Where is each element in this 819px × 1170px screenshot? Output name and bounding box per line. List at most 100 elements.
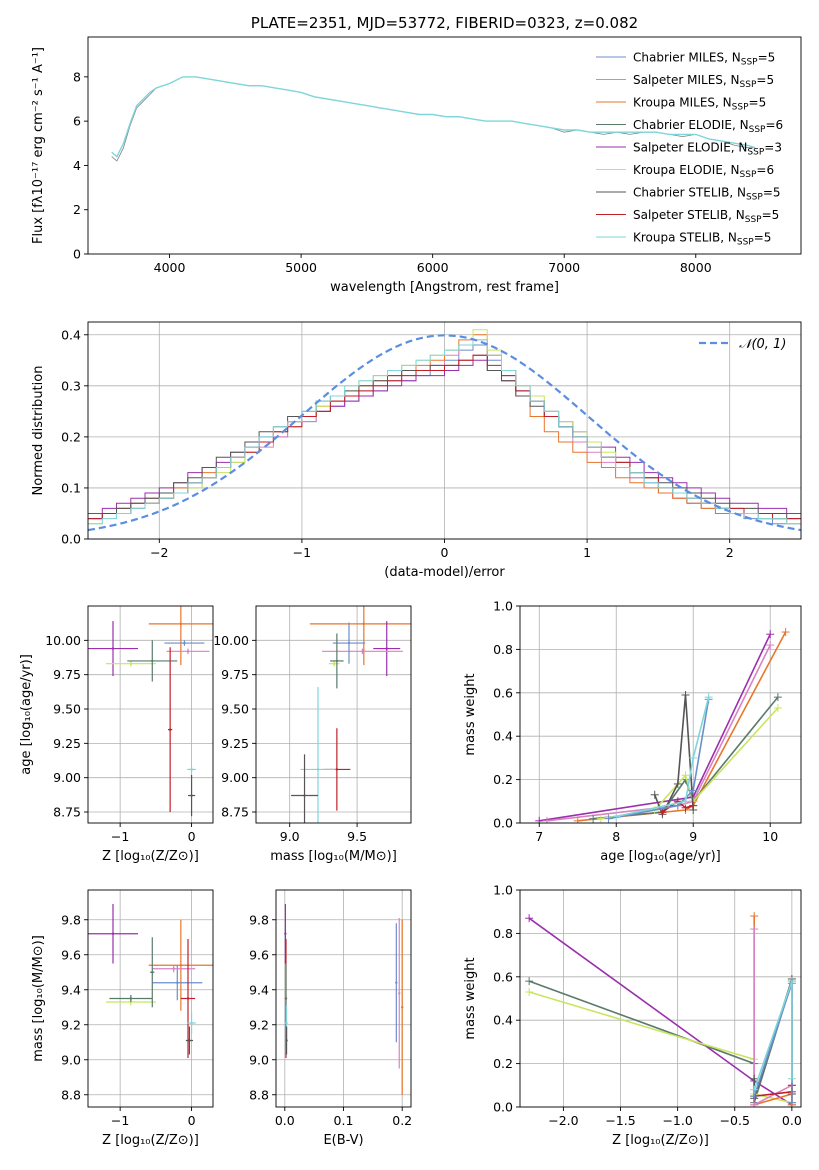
chart-age-vs-Z: −1 0 8.75 9.00 9.25 9.50 9.75 10.00 Z [log₁₀(Z/Z… <box>19 605 214 864</box>
x-tick-label: 2 <box>726 545 734 560</box>
x-tick-label: −1.0 <box>662 1113 692 1128</box>
legend-label: Kroupa MILES, NSSP=5 <box>633 96 766 113</box>
x-tick-label: −1 <box>111 1113 129 1128</box>
x-tick-label: 9.5 <box>347 829 367 844</box>
y-tick-label: 0.2 <box>493 772 513 787</box>
y-tick-label: 9.00 <box>221 770 249 785</box>
y-axis-label: mass weight <box>463 673 478 755</box>
y-axis-label: Flux [fλ10⁻¹⁷ erg cm⁻² s⁻¹ A⁻¹] <box>31 47 46 244</box>
x-tick-label: 9 <box>689 829 697 844</box>
data-point <box>285 1021 288 1025</box>
y-tick-label: 10.00 <box>45 633 81 648</box>
y-axis-label: mass weight <box>463 957 478 1039</box>
plot-area <box>525 912 796 1107</box>
y-tick-label: 9.8 <box>61 912 81 927</box>
x-tick-label: 9.0 <box>280 829 300 844</box>
x-axis-label: wavelength [Angstrom, rest frame] <box>330 280 559 295</box>
data-point <box>151 971 154 974</box>
legend-label: Salpeter STELIB, NSSP=5 <box>633 208 779 225</box>
y-axis-label: Normed distribution <box>31 366 46 496</box>
data-point <box>385 647 388 650</box>
legend-label: Kroupa ELODIE, NSSP=6 <box>633 163 774 180</box>
x-tick-label: 5000 <box>285 260 317 275</box>
data-point <box>303 794 306 797</box>
x-tick-label: −2 <box>150 545 168 560</box>
x-tick-label: 0 <box>188 1113 196 1128</box>
x-tick-label: 0 <box>188 829 196 844</box>
x-axis-label: Z [log₁₀(Z/Z⊙)] <box>102 1133 199 1148</box>
data-point <box>335 768 339 771</box>
x-tick-label: 0 <box>441 545 449 560</box>
legend-label: Salpeter MILES, NSSP=5 <box>633 73 774 90</box>
y-tick-label: 0.4 <box>493 729 513 744</box>
gaussian-curve <box>88 334 801 532</box>
x-tick-label: 8 <box>612 829 620 844</box>
y-tick-label: 0.8 <box>493 642 513 657</box>
data-point <box>129 997 133 1000</box>
plot-area <box>88 606 213 817</box>
x-tick-label: −0.5 <box>720 1113 750 1128</box>
chart-mass-vs-Z: −1 0 8.8 9.0 9.2 9.4 9.6 9.8 Z [log₁₀(Z/Z⊙)] mass… <box>31 889 214 1148</box>
x-tick-label: 4000 <box>154 260 186 275</box>
y-tick-label: 9.50 <box>53 702 81 717</box>
data-point <box>183 641 186 645</box>
chart-title: PLATE=2351, MJD=53772, FIBERID=0323, z=0… <box>251 14 638 32</box>
plot-area <box>535 628 790 823</box>
weight-series-line <box>528 980 793 1103</box>
y-tick-label: 0.3 <box>61 378 81 393</box>
y-tick-label: 6 <box>73 114 81 129</box>
x-tick-label: −1 <box>293 545 311 560</box>
axes-frame <box>87 36 802 255</box>
weight-series-line <box>528 917 793 1106</box>
data-point <box>400 1006 404 1009</box>
y-tick-label: 9.75 <box>221 667 249 682</box>
weight-series-line <box>753 980 793 1090</box>
data-point <box>188 1039 191 1042</box>
y-tick-label: 0.4 <box>493 1013 513 1028</box>
x-tick-label: −1.5 <box>605 1113 635 1128</box>
y-tick-label: 9.8 <box>249 912 269 927</box>
y-tick-label: 0.4 <box>61 327 81 342</box>
y-tick-label: 0.6 <box>493 685 513 700</box>
plot-area <box>291 606 411 823</box>
plot-area <box>284 904 404 1095</box>
data-point <box>398 992 401 995</box>
y-tick-label: 0.8 <box>493 926 513 941</box>
x-tick-label: 6000 <box>417 260 449 275</box>
x-tick-label: 0.0 <box>275 1113 295 1128</box>
data-point <box>129 662 133 665</box>
data-point <box>151 659 154 663</box>
data-point <box>186 650 190 653</box>
data-point <box>335 659 339 663</box>
data-point <box>332 662 336 665</box>
x-axis-label: E(B-V) <box>323 1133 363 1148</box>
axes-frame <box>87 605 214 824</box>
plot-area <box>111 76 756 162</box>
y-tick-label: 9.50 <box>221 702 249 717</box>
data-point <box>362 622 366 626</box>
weight-series-line <box>528 991 793 1104</box>
x-tick-label: 0.1 <box>334 1113 354 1128</box>
legend-label: Chabrier ELODIE, NSSP=6 <box>633 118 783 135</box>
y-tick-label: 10.00 <box>213 633 249 648</box>
legend-label: Kroupa STELIB, NSSP=5 <box>633 231 771 248</box>
data-point <box>168 728 172 731</box>
y-tick-label: 8.75 <box>221 805 249 820</box>
y-tick-label: 8.8 <box>61 1087 81 1102</box>
y-tick-label: 0.0 <box>493 1100 513 1115</box>
y-tick-label: 8 <box>73 69 81 84</box>
y-tick-label: 0 <box>73 247 81 262</box>
data-point <box>361 650 364 653</box>
chart-massweight-vs-age: 7 8 9 10 0.0 0.2 0.4 0.6 0.8 1.0 age [log₁₀(age/yr… <box>463 599 802 864</box>
data-point <box>172 967 175 970</box>
chart-massweight-vs-Z: −2.0 −1.5 −1.0 −0.5 0.0 0.0 0.2 0.4 0.6 0.8 1.0 Z [… <box>463 883 802 1149</box>
data-point <box>186 997 190 1000</box>
data-point <box>190 1021 193 1025</box>
x-tick-label: 0.2 <box>392 1113 412 1128</box>
data-point <box>395 981 398 984</box>
chart-residuals: 𝒩(0, 1) −2 −1 0 1 2 0.0 0.1 0.2 0.3 0.4 (data-model… <box>31 321 802 580</box>
y-axis-label: mass [log₁₀(M/M⊙)] <box>31 935 46 1062</box>
y-tick-label: 4 <box>73 158 81 173</box>
y-tick-label: 0.0 <box>493 816 513 831</box>
y-tick-label: 9.25 <box>221 736 249 751</box>
